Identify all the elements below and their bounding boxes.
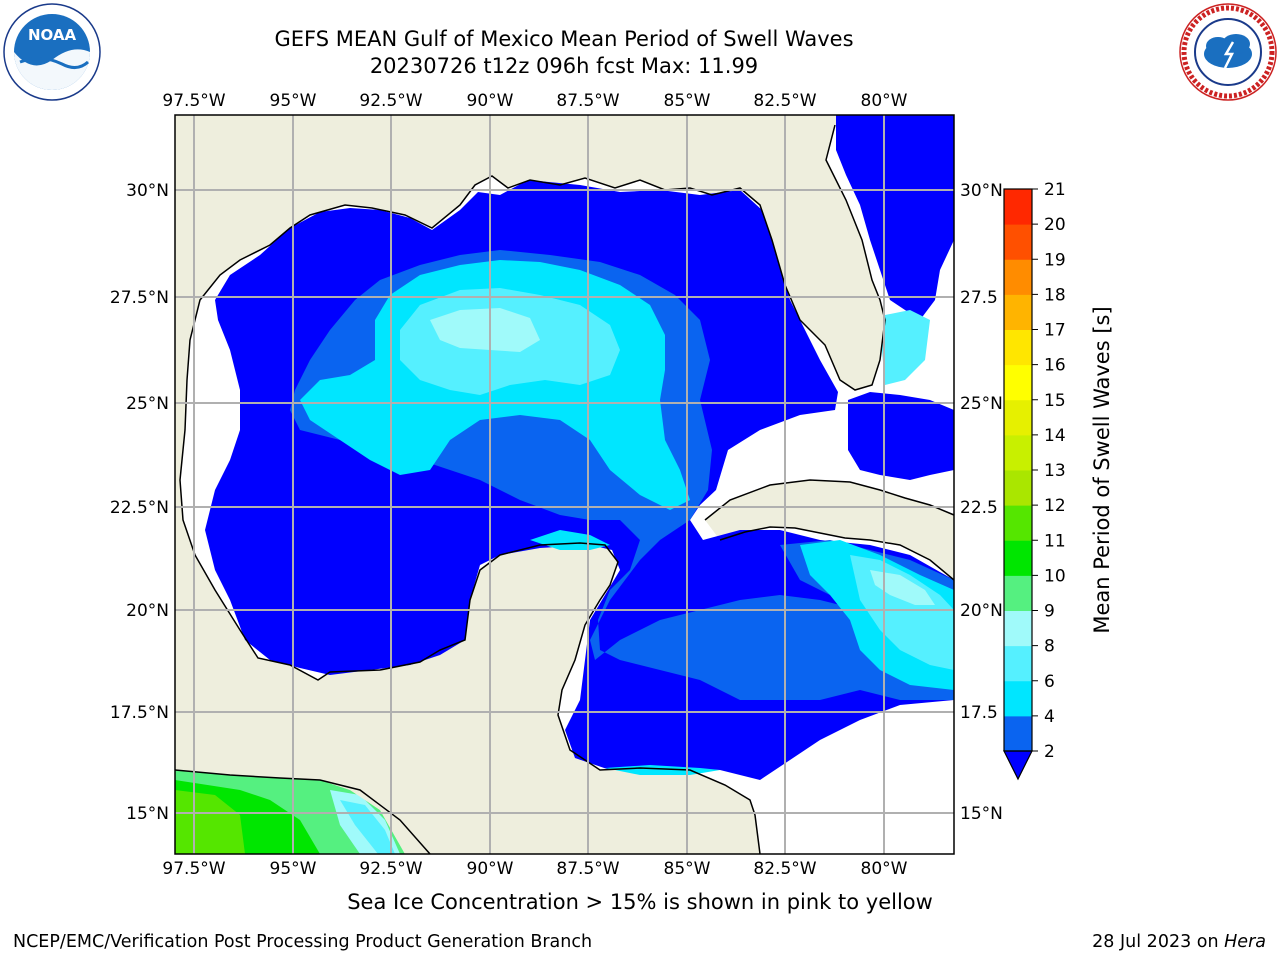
lat-label: 27.5°N <box>110 288 169 308</box>
colorbar-segment <box>1004 645 1032 682</box>
footer-credit: NCEP/EMC/Verification Post Processing Pr… <box>13 932 593 952</box>
lat-label: 30°N <box>126 181 169 201</box>
colorbar-tick-label: 12 <box>1044 496 1066 516</box>
lat-label: 17.5°N <box>110 703 169 723</box>
colorbar-tick-label: 15 <box>1044 391 1066 411</box>
lat-labels-right: 30°N 27.5 25°N 22.5 20°N 17.5 15°N <box>960 181 1003 824</box>
swell-8-9s-caribbean <box>870 570 935 605</box>
colorbar-tick-label: 13 <box>1044 461 1066 481</box>
lon-label: 82.5°W <box>753 859 816 879</box>
lat-label: 20°N <box>960 601 1003 621</box>
colorbar-tick-label: 19 <box>1044 250 1066 270</box>
footer-date: 28 Jul 2023 on Hera <box>1092 932 1266 952</box>
colorbar-segment <box>1004 575 1032 611</box>
graticule <box>175 115 954 854</box>
colorbar-segment <box>1004 505 1032 541</box>
colorbar-tick-label: 20 <box>1044 215 1066 235</box>
lon-label: 87.5°W <box>556 859 619 879</box>
lon-labels-top: 97.5°W 95°W 92.5°W 90°W 87.5°W 85°W 82.5… <box>162 91 907 111</box>
colorbar-segment <box>1004 470 1032 506</box>
colorbar-segment <box>1004 189 1032 225</box>
colorbar-segment <box>1004 364 1032 401</box>
lat-label: 20°N <box>126 601 169 621</box>
colorbar-tick-label: 9 <box>1044 602 1055 622</box>
colorbar-tick-label: 2 <box>1044 742 1055 762</box>
lat-labels-left: 30°N 27.5°N 25°N 22.5°N 20°N 17.5°N 15°N <box>110 181 169 824</box>
lat-label: 22.5 <box>960 498 998 518</box>
lon-label: 87.5°W <box>556 91 619 111</box>
colorbar-segment <box>1004 680 1032 717</box>
colorbar-label: Mean Period of Swell Waves [s] <box>1090 306 1114 633</box>
colorbar-segment <box>1004 540 1032 576</box>
footer-date-text: 28 Jul 2023 on <box>1092 932 1225 952</box>
colorbar-tick-label: 21 <box>1044 180 1066 200</box>
chart-title: GEFS MEAN Gulf of Mexico Mean Period of … <box>274 27 854 51</box>
lon-label: 92.5°W <box>359 91 422 111</box>
lon-label: 90°W <box>467 859 514 879</box>
lat-label: 15°N <box>126 804 169 824</box>
lon-label: 80°W <box>861 859 908 879</box>
swell-under-2s-atlantic <box>836 115 954 320</box>
lat-label: 25°N <box>960 394 1003 414</box>
lon-label: 92.5°W <box>359 859 422 879</box>
lon-label: 80°W <box>861 91 908 111</box>
noaa-logo: NOAA <box>3 3 101 101</box>
colorbar-tick-label: 6 <box>1044 672 1055 692</box>
land-cuba <box>705 480 954 580</box>
lon-label: 97.5°W <box>162 91 225 111</box>
lat-label: 27.5 <box>960 288 998 308</box>
lat-label: 15°N <box>960 804 1003 824</box>
nws-logo <box>1179 3 1277 101</box>
map-frame <box>174 114 955 855</box>
lat-label: 17.5 <box>960 703 998 723</box>
lat-label: 30°N <box>960 181 1003 201</box>
colorbar-tick-label: 8 <box>1044 637 1055 657</box>
colorbar-tick-label: 11 <box>1044 531 1066 551</box>
lat-label: 25°N <box>126 394 169 414</box>
colorbar-tick-label: 4 <box>1044 707 1055 727</box>
swell-6-8s-florida <box>882 310 930 385</box>
noaa-logo-text: NOAA <box>28 26 77 44</box>
swell-8-9s <box>430 308 540 352</box>
swell-4-6s-honduras <box>605 765 720 775</box>
map-field <box>175 115 954 854</box>
colorbar-under-arrow <box>1003 750 1033 781</box>
colorbar-tick-label: 18 <box>1044 285 1066 305</box>
colorbar-tick-label: 16 <box>1044 356 1066 376</box>
sea-ice-caption: Sea Ice Concentration > 15% is shown in … <box>347 890 933 914</box>
footer-host: Hera <box>1224 932 1266 952</box>
colorbar-segment <box>1004 329 1032 366</box>
lat-label: 22.5°N <box>110 498 169 518</box>
colorbar-segment <box>1004 610 1032 647</box>
colorbar-segment <box>1004 259 1032 295</box>
colorbar-segment <box>1004 224 1032 260</box>
colorbar-segment <box>1004 294 1032 330</box>
coastline <box>175 124 954 854</box>
colorbar-segment <box>1004 715 1032 752</box>
lon-label: 95°W <box>270 859 317 879</box>
lon-label: 85°W <box>664 91 711 111</box>
lon-label: 95°W <box>270 91 317 111</box>
lon-label: 97.5°W <box>162 859 225 879</box>
lon-label: 85°W <box>664 859 711 879</box>
swell-pacific-11-12s <box>175 790 245 854</box>
colorbar-tick-label: 17 <box>1044 321 1066 341</box>
colorbar-tick-label: 10 <box>1044 566 1066 586</box>
swell-under-2s-bahamas <box>848 392 954 480</box>
colorbar-tick-label: 14 <box>1044 426 1066 446</box>
lon-labels-bottom: 97.5°W 95°W 92.5°W 90°W 87.5°W 85°W 82.5… <box>162 859 907 879</box>
lon-label: 90°W <box>467 91 514 111</box>
colorbar-segment <box>1004 399 1032 436</box>
chart-subtitle: 20230726 t12z 096h fcst Max: 11.99 <box>369 54 759 78</box>
colorbar: 2 4 6 8 9 10 11 12 13 14 15 16 17 18 19 20 21 Mean Period… <box>1003 180 1114 781</box>
lon-label: 82.5°W <box>753 91 816 111</box>
colorbar-segment <box>1004 434 1032 471</box>
